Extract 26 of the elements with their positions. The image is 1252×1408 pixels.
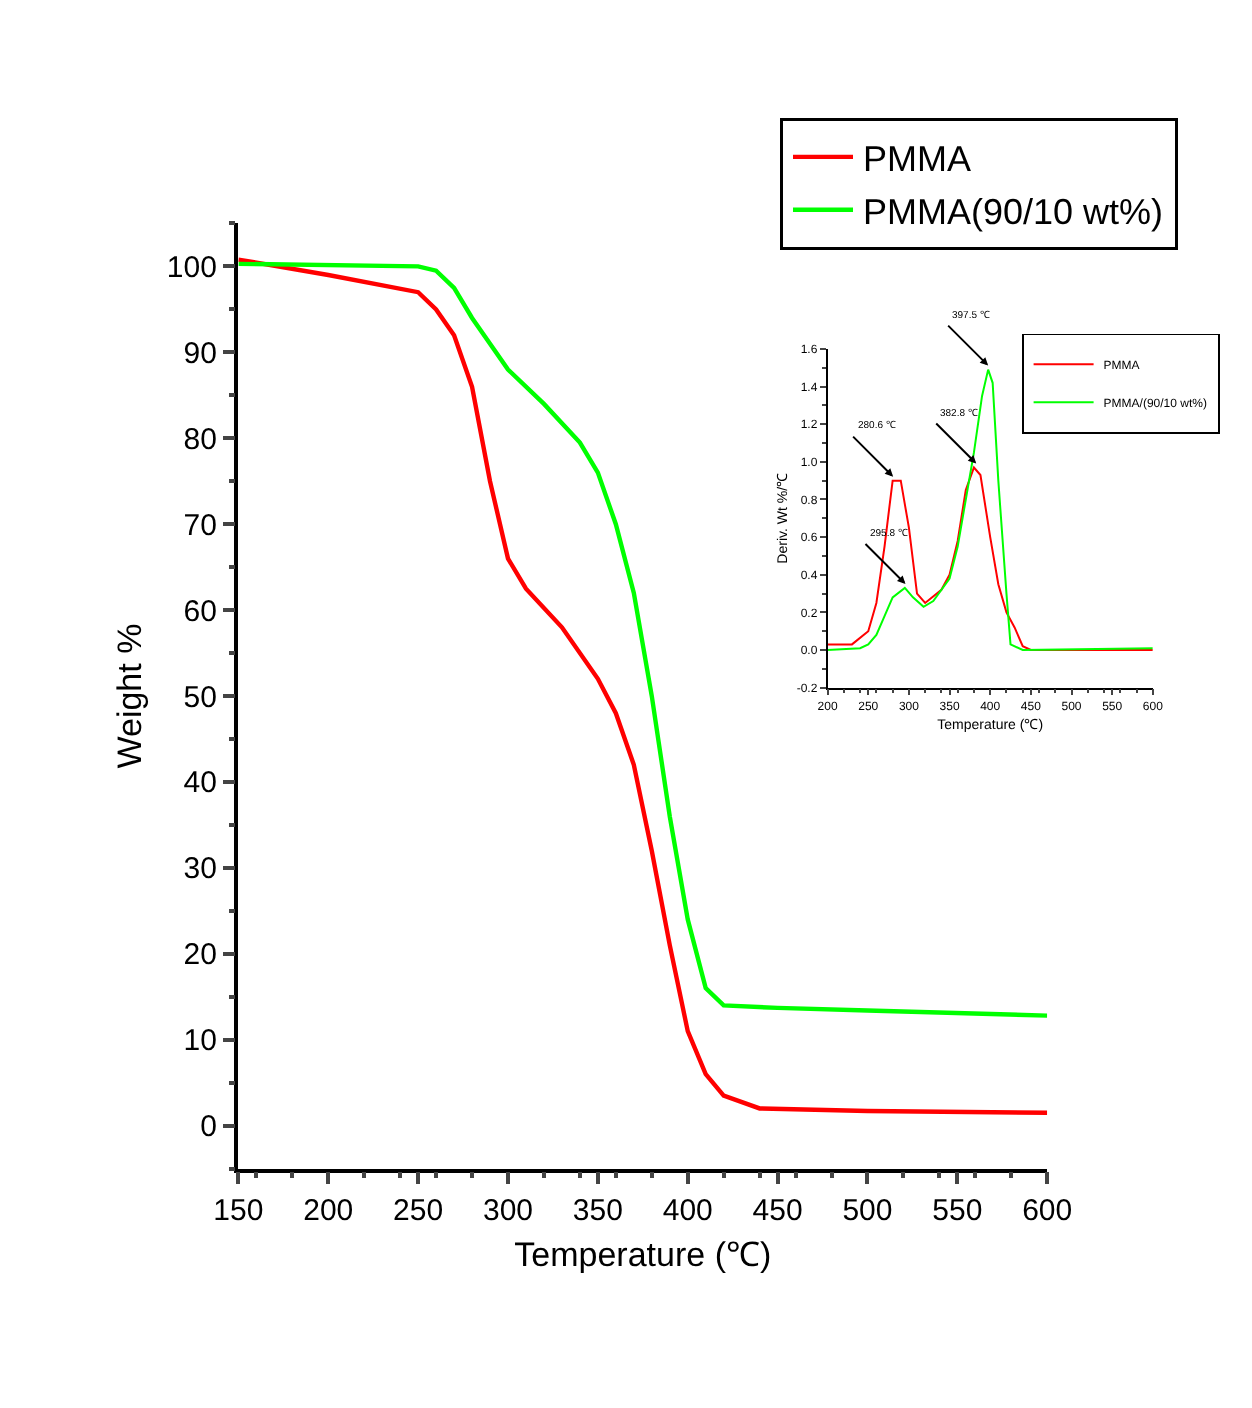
x-tick-label: 250 [393, 1194, 444, 1229]
x-tick-label: 450 [752, 1194, 803, 1229]
y-tick-label: 30 [183, 852, 217, 887]
x-axis-title: Temperature (℃) [514, 1235, 772, 1274]
y-tick-label: 10 [183, 1024, 217, 1059]
x-tick-label: 300 [482, 1194, 534, 1229]
legend-label: PMMA [863, 138, 971, 179]
y-tick-label: 90 [183, 336, 217, 371]
y-tick-label: 40 [183, 766, 217, 801]
x-tick-label: 350 [572, 1194, 623, 1229]
y-tick-label: 20 [183, 938, 217, 973]
x-tick-label: 400 [662, 1194, 713, 1229]
x-tick-label: 550 [932, 1194, 983, 1229]
y-tick-label: 80 [183, 422, 217, 457]
y-tick-label: 100 [166, 250, 217, 285]
x-tick-label: 200 [303, 1194, 354, 1229]
legend-label: PMMA(90/10 wt%) [863, 191, 1164, 232]
x-tick-label: 150 [213, 1194, 264, 1229]
y-tick-label: 70 [183, 508, 217, 543]
y-axis-title: Weight % [110, 623, 149, 769]
y-tick-label: 50 [183, 680, 217, 715]
y-tick-label: 0 [200, 1110, 217, 1145]
line-series [827, 466, 1153, 652]
y-tick-label: 60 [183, 594, 217, 629]
x-tick-label: 500 [842, 1194, 893, 1229]
x-tick-label: 600 [1022, 1194, 1073, 1229]
